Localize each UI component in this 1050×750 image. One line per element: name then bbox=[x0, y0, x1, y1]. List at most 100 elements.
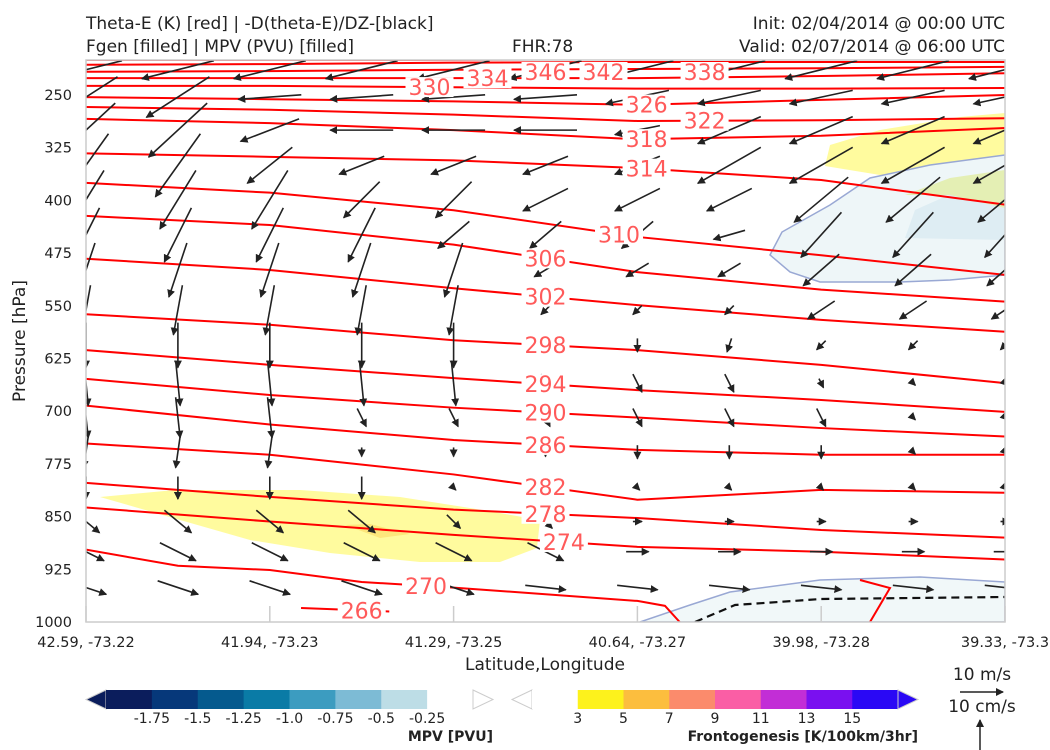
colorbar-segment bbox=[427, 690, 474, 709]
y-tick-label: 400 bbox=[44, 193, 72, 209]
wind-vector-arrow bbox=[696, 115, 762, 145]
contour-label-background bbox=[595, 224, 644, 245]
wind-vector-arrow bbox=[907, 340, 919, 351]
colorbar-segment bbox=[151, 690, 199, 709]
colorbar-tick-label: -1.75 bbox=[134, 711, 170, 727]
wind-vector-arrow bbox=[86, 207, 101, 237]
wind-vector-arrow bbox=[358, 360, 368, 407]
contour-label: 330 bbox=[409, 76, 451, 101]
contour-label: 342 bbox=[583, 61, 625, 86]
colorbar-tick-label: -1.5 bbox=[184, 711, 211, 727]
wind-vector-arrow bbox=[338, 155, 385, 176]
wind-vector-arrow bbox=[972, 129, 1005, 145]
wind-vector-arrow bbox=[625, 262, 650, 278]
colorbar-tick-label: -0.75 bbox=[317, 711, 353, 727]
wind-vector-arrow bbox=[696, 89, 761, 107]
wind-vector-arrow bbox=[145, 76, 210, 119]
wind-vector-arrow bbox=[172, 436, 181, 469]
wind-vector-arrow bbox=[86, 60, 123, 71]
wind-vector-arrow bbox=[784, 60, 858, 81]
red-contour-segment-right bbox=[859, 579, 892, 622]
wind-vector-arrow bbox=[262, 285, 276, 336]
wind-vector-arrow bbox=[159, 170, 197, 230]
wind-vector-arrow bbox=[264, 436, 273, 469]
contour-label: 290 bbox=[525, 402, 567, 427]
x-tick-label: 42.59, -73.22 bbox=[37, 635, 134, 651]
wind-vector-arrow bbox=[163, 207, 193, 263]
x-axis-label: Latitude,Longitude bbox=[465, 655, 625, 675]
wind-vector-arrow bbox=[266, 397, 276, 439]
wind-vector-arrow bbox=[999, 377, 1005, 387]
colorbar-extend-right bbox=[897, 689, 920, 710]
wind-vector-arrow bbox=[907, 446, 917, 455]
wind-vector-arrow bbox=[356, 408, 367, 428]
colorbar-tick-label: 15 bbox=[843, 711, 861, 727]
wind-vector-arrow bbox=[632, 304, 643, 316]
colorbar-segment bbox=[335, 690, 382, 709]
colorbar-segment bbox=[243, 690, 290, 709]
contour-label: 278 bbox=[525, 503, 567, 528]
colorbar-segment bbox=[106, 690, 153, 709]
contour-label: 286 bbox=[525, 434, 567, 459]
colorbar-segment bbox=[623, 690, 670, 709]
wind-vector-arrow bbox=[806, 300, 836, 320]
wind-vector-arrow bbox=[251, 170, 289, 230]
wind-vector-arrow bbox=[249, 580, 291, 596]
y-tick-label: 925 bbox=[44, 562, 72, 578]
wind-vector-arrow bbox=[448, 482, 457, 491]
wind-vector-arrow bbox=[815, 408, 827, 428]
wind-vector-arrow bbox=[174, 397, 184, 439]
wind-vector-arrow bbox=[86, 550, 105, 562]
contour-label-background bbox=[622, 129, 671, 150]
title-left-line2: Fgen [filled] | MPV (PVU) [filled] bbox=[86, 37, 355, 57]
wind-vector-arrow bbox=[892, 584, 935, 594]
contour-label: 282 bbox=[525, 476, 567, 501]
contour-label-background bbox=[463, 68, 512, 89]
wind-vector-arrow bbox=[788, 89, 853, 107]
wind-vector-arrow bbox=[251, 542, 289, 562]
wind-vector-arrow bbox=[448, 408, 459, 428]
colorbar-segment bbox=[669, 690, 716, 709]
frontogenesis-colorbar-title: Frontogenesis [K/100km/3hr] bbox=[688, 729, 918, 745]
stability-dashed-line bbox=[694, 595, 1005, 622]
wind-vector-arrow bbox=[324, 60, 398, 81]
wind-vector-arrow bbox=[815, 482, 825, 491]
colorbar-tick-label: 11 bbox=[752, 711, 770, 727]
wind-vector-arrow bbox=[907, 377, 917, 387]
wind-vector-arrow bbox=[999, 446, 1005, 455]
wind-vector-arrow bbox=[329, 94, 394, 103]
contour-label: 302 bbox=[525, 286, 567, 311]
wind-vector-arrow bbox=[696, 146, 762, 184]
wind-vector-arrow bbox=[632, 373, 643, 393]
y-tick-label: 1000 bbox=[35, 615, 72, 631]
wind-vector-arrow bbox=[147, 102, 208, 158]
wind-vector-arrow bbox=[86, 410, 92, 439]
wind-vector-arrow bbox=[986, 268, 1005, 287]
wind-vector-arrow bbox=[990, 309, 1005, 320]
contour-label-background bbox=[622, 158, 671, 179]
wind-vector-arrow bbox=[617, 584, 659, 594]
contour-label-background bbox=[521, 335, 570, 356]
wind-vector-arrow bbox=[86, 520, 101, 534]
wind-vector-arrow bbox=[86, 76, 118, 99]
wind-vector-arrow bbox=[724, 373, 735, 393]
wind-vector-arrow bbox=[86, 170, 105, 202]
frontogenesis-colorbar: 3 5 7 9 11 13 15 bbox=[510, 689, 920, 727]
wind-vector-arrow bbox=[342, 181, 381, 219]
wind-vector-arrow bbox=[443, 242, 464, 298]
colorbar-tick-label: 3 bbox=[573, 711, 582, 727]
contour-label: 298 bbox=[525, 334, 567, 359]
vector-legend-horizontal-label: 10 m/s bbox=[953, 665, 1011, 685]
contour-label: 338 bbox=[684, 61, 726, 86]
contour-label: 334 bbox=[467, 67, 509, 92]
wind-vector-arrow bbox=[800, 584, 843, 594]
x-tick-label: 39.33, -73.3 bbox=[961, 635, 1049, 651]
colorbar-segment bbox=[760, 690, 807, 709]
wind-vector-arrow bbox=[259, 242, 280, 298]
contour-label: 314 bbox=[626, 158, 668, 183]
wind-vector-arrow bbox=[999, 411, 1005, 421]
y-tick-label: 700 bbox=[44, 404, 72, 420]
init-time: Init: 02/04/2014 @ 00:00 UTC bbox=[752, 14, 1005, 34]
contour-label-background bbox=[521, 402, 570, 423]
